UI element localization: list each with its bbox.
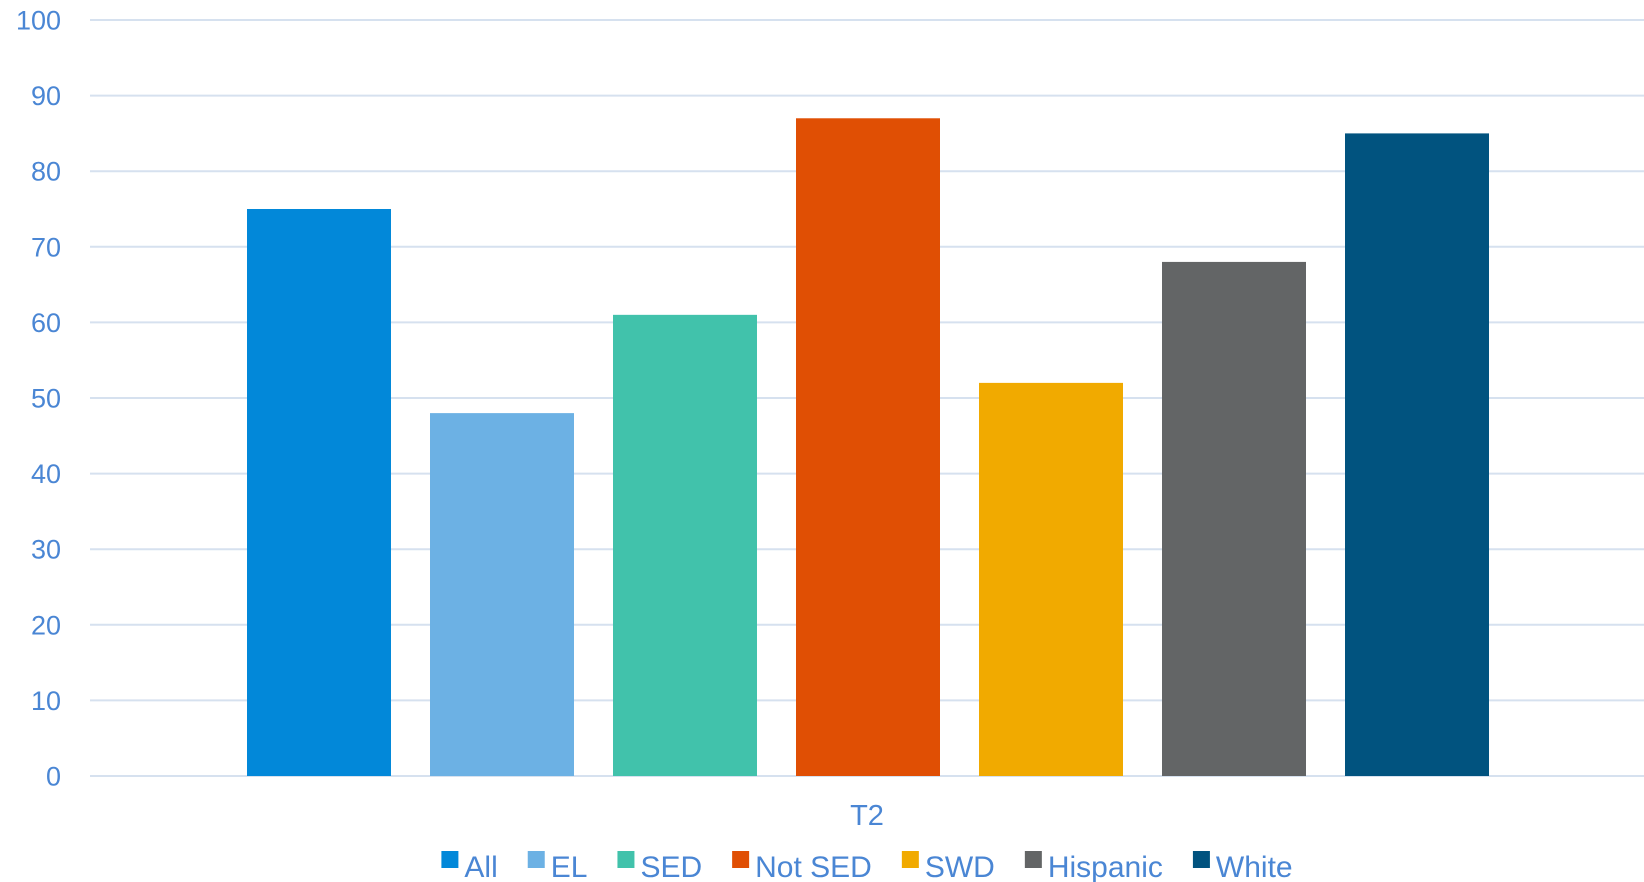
bar-el bbox=[430, 413, 574, 776]
bars bbox=[247, 118, 1489, 776]
x-category-label: T2 bbox=[850, 800, 884, 832]
y-tick-label: 70 bbox=[31, 232, 61, 262]
legend-swatch bbox=[617, 851, 635, 868]
legend-item-swd: SWD bbox=[901, 851, 995, 882]
legend-swatch bbox=[527, 851, 545, 868]
legend-item-sed: SED bbox=[617, 851, 702, 882]
y-tick-label: 40 bbox=[31, 459, 61, 489]
legend-label: EL bbox=[551, 851, 588, 882]
legend-label: SED bbox=[640, 851, 702, 882]
legend-swatch bbox=[1024, 851, 1042, 868]
bar-not-sed bbox=[796, 118, 940, 776]
y-tick-label: 50 bbox=[31, 384, 61, 414]
y-tick-label: 100 bbox=[16, 6, 61, 36]
bar-hispanic bbox=[1162, 261, 1306, 776]
legend-swatch bbox=[441, 851, 459, 868]
legend-label: Not SED bbox=[755, 851, 872, 882]
y-tick-label: 80 bbox=[31, 157, 61, 187]
legend-label: White bbox=[1216, 851, 1293, 882]
bar-white bbox=[1345, 133, 1489, 776]
legend-swatch bbox=[1192, 851, 1210, 868]
bar-all bbox=[247, 209, 391, 776]
legend-item-not-sed: Not SED bbox=[732, 851, 872, 882]
y-axis-ticks: 0 10 20 30 40 50 60 70 80 90 100 bbox=[16, 6, 61, 792]
legend-item-hispanic: Hispanic bbox=[1024, 851, 1163, 882]
y-tick-label: 20 bbox=[31, 610, 61, 640]
y-tick-label: 0 bbox=[46, 762, 61, 792]
legend-label: Hispanic bbox=[1048, 851, 1163, 882]
y-tick-label: 30 bbox=[31, 535, 61, 565]
legend-swatch bbox=[732, 851, 750, 868]
x-axis-categories: T2 bbox=[850, 800, 884, 832]
legend-label: SWD bbox=[925, 851, 995, 882]
bar-sed bbox=[613, 314, 757, 776]
legend-swatch bbox=[901, 851, 919, 868]
legend-item-all: All bbox=[441, 851, 498, 882]
legend-item-white: White bbox=[1192, 851, 1293, 882]
y-tick-label: 90 bbox=[31, 81, 61, 111]
bar-swd bbox=[979, 382, 1123, 776]
y-tick-label: 60 bbox=[31, 308, 61, 338]
y-tick-label: 10 bbox=[31, 686, 61, 716]
legend-item-el: EL bbox=[527, 851, 588, 882]
legend: All EL SED Not SED SWD Hispanic White bbox=[441, 851, 1293, 882]
legend-label: All bbox=[464, 851, 497, 882]
